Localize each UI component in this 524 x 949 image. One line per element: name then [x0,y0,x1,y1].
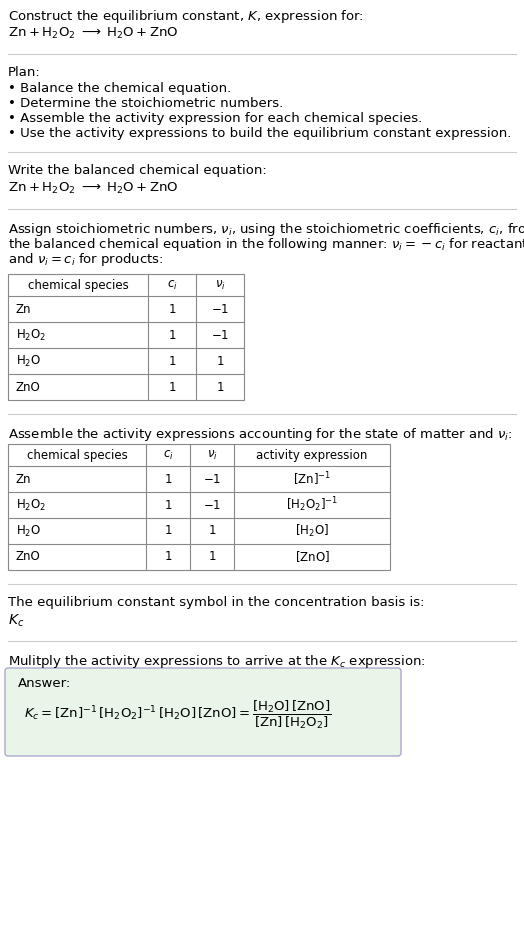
Text: the balanced chemical equation in the following manner: $\nu_i = -c_i$ for react: the balanced chemical equation in the fo… [8,236,524,253]
Text: Assign stoichiometric numbers, $\nu_i$, using the stoichiometric coefficients, $: Assign stoichiometric numbers, $\nu_i$, … [8,221,524,238]
Text: $K_c = [\mathrm{Zn}]^{-1}\,[\mathrm{H_2O_2}]^{-1}\,[\mathrm{H_2O}]\,[\mathrm{ZnO: $K_c = [\mathrm{Zn}]^{-1}\,[\mathrm{H_2O… [24,699,332,732]
Text: 1: 1 [216,381,224,394]
Text: chemical species: chemical species [27,449,127,461]
Text: 1: 1 [168,328,176,342]
Text: $-1$: $-1$ [203,473,221,486]
Text: ZnO: ZnO [16,381,41,394]
Text: $-1$: $-1$ [211,328,229,342]
Text: • Assemble the activity expression for each chemical species.: • Assemble the activity expression for e… [8,112,422,125]
Text: $\mathrm{Zn + H_2O_2 \;\longrightarrow\; H_2O + ZnO}$: $\mathrm{Zn + H_2O_2 \;\longrightarrow\;… [8,181,179,196]
Text: activity expression: activity expression [256,449,368,461]
Text: The equilibrium constant symbol in the concentration basis is:: The equilibrium constant symbol in the c… [8,596,424,609]
Text: $K_c$: $K_c$ [8,613,24,629]
Text: 1: 1 [168,355,176,367]
Text: chemical species: chemical species [28,278,128,291]
Text: 1: 1 [216,355,224,367]
Text: 1: 1 [164,550,172,564]
Text: $-1$: $-1$ [211,303,229,315]
Text: Zn: Zn [16,303,31,315]
Text: Assemble the activity expressions accounting for the state of matter and $\nu_i$: Assemble the activity expressions accoun… [8,426,512,443]
Text: 1: 1 [208,525,216,537]
Text: $\mathrm{H_2O}$: $\mathrm{H_2O}$ [16,353,41,368]
Text: Zn: Zn [16,473,31,486]
Text: 1: 1 [164,498,172,512]
Text: 1: 1 [168,381,176,394]
Text: $-1$: $-1$ [203,498,221,512]
Text: 1: 1 [164,473,172,486]
Text: $\mathrm{H_2O_2}$: $\mathrm{H_2O_2}$ [16,327,46,343]
Text: ZnO: ZnO [16,550,41,564]
Text: $[\mathrm{ZnO}]$: $[\mathrm{ZnO}]$ [294,549,330,565]
Bar [8,444,390,570]
Text: 1: 1 [168,303,176,315]
Text: 1: 1 [208,550,216,564]
Text: 1: 1 [164,525,172,537]
Text: $\mathrm{Zn + H_2O_2 \;\longrightarrow\; H_2O + ZnO}$: $\mathrm{Zn + H_2O_2 \;\longrightarrow\;… [8,26,179,41]
Text: • Balance the chemical equation.: • Balance the chemical equation. [8,82,231,95]
Text: Construct the equilibrium constant, $K$, expression for:: Construct the equilibrium constant, $K$,… [8,8,364,25]
Text: Answer:: Answer: [18,677,71,690]
Text: Mulitply the activity expressions to arrive at the $K_c$ expression:: Mulitply the activity expressions to arr… [8,653,426,670]
Text: $[\mathrm{Zn}]^{-1}$: $[\mathrm{Zn}]^{-1}$ [293,471,331,488]
Text: • Use the activity expressions to build the equilibrium constant expression.: • Use the activity expressions to build … [8,127,511,140]
Bar [8,274,244,400]
Text: Plan:: Plan: [8,66,41,79]
FancyBboxPatch shape [5,668,401,756]
Text: $[\mathrm{H_2O_2}]^{-1}$: $[\mathrm{H_2O_2}]^{-1}$ [286,495,338,514]
Text: $\nu_i$: $\nu_i$ [215,278,225,291]
Text: and $\nu_i = c_i$ for products:: and $\nu_i = c_i$ for products: [8,251,163,268]
Text: $c_i$: $c_i$ [167,278,177,291]
Text: $\mathrm{H_2O_2}$: $\mathrm{H_2O_2}$ [16,497,46,512]
Text: $\nu_i$: $\nu_i$ [206,449,217,461]
Text: $c_i$: $c_i$ [162,449,173,461]
Text: $[\mathrm{H_2O}]$: $[\mathrm{H_2O}]$ [295,523,329,539]
Text: $\mathrm{H_2O}$: $\mathrm{H_2O}$ [16,524,41,538]
Text: • Determine the stoichiometric numbers.: • Determine the stoichiometric numbers. [8,97,283,110]
Text: Write the balanced chemical equation:: Write the balanced chemical equation: [8,164,267,177]
